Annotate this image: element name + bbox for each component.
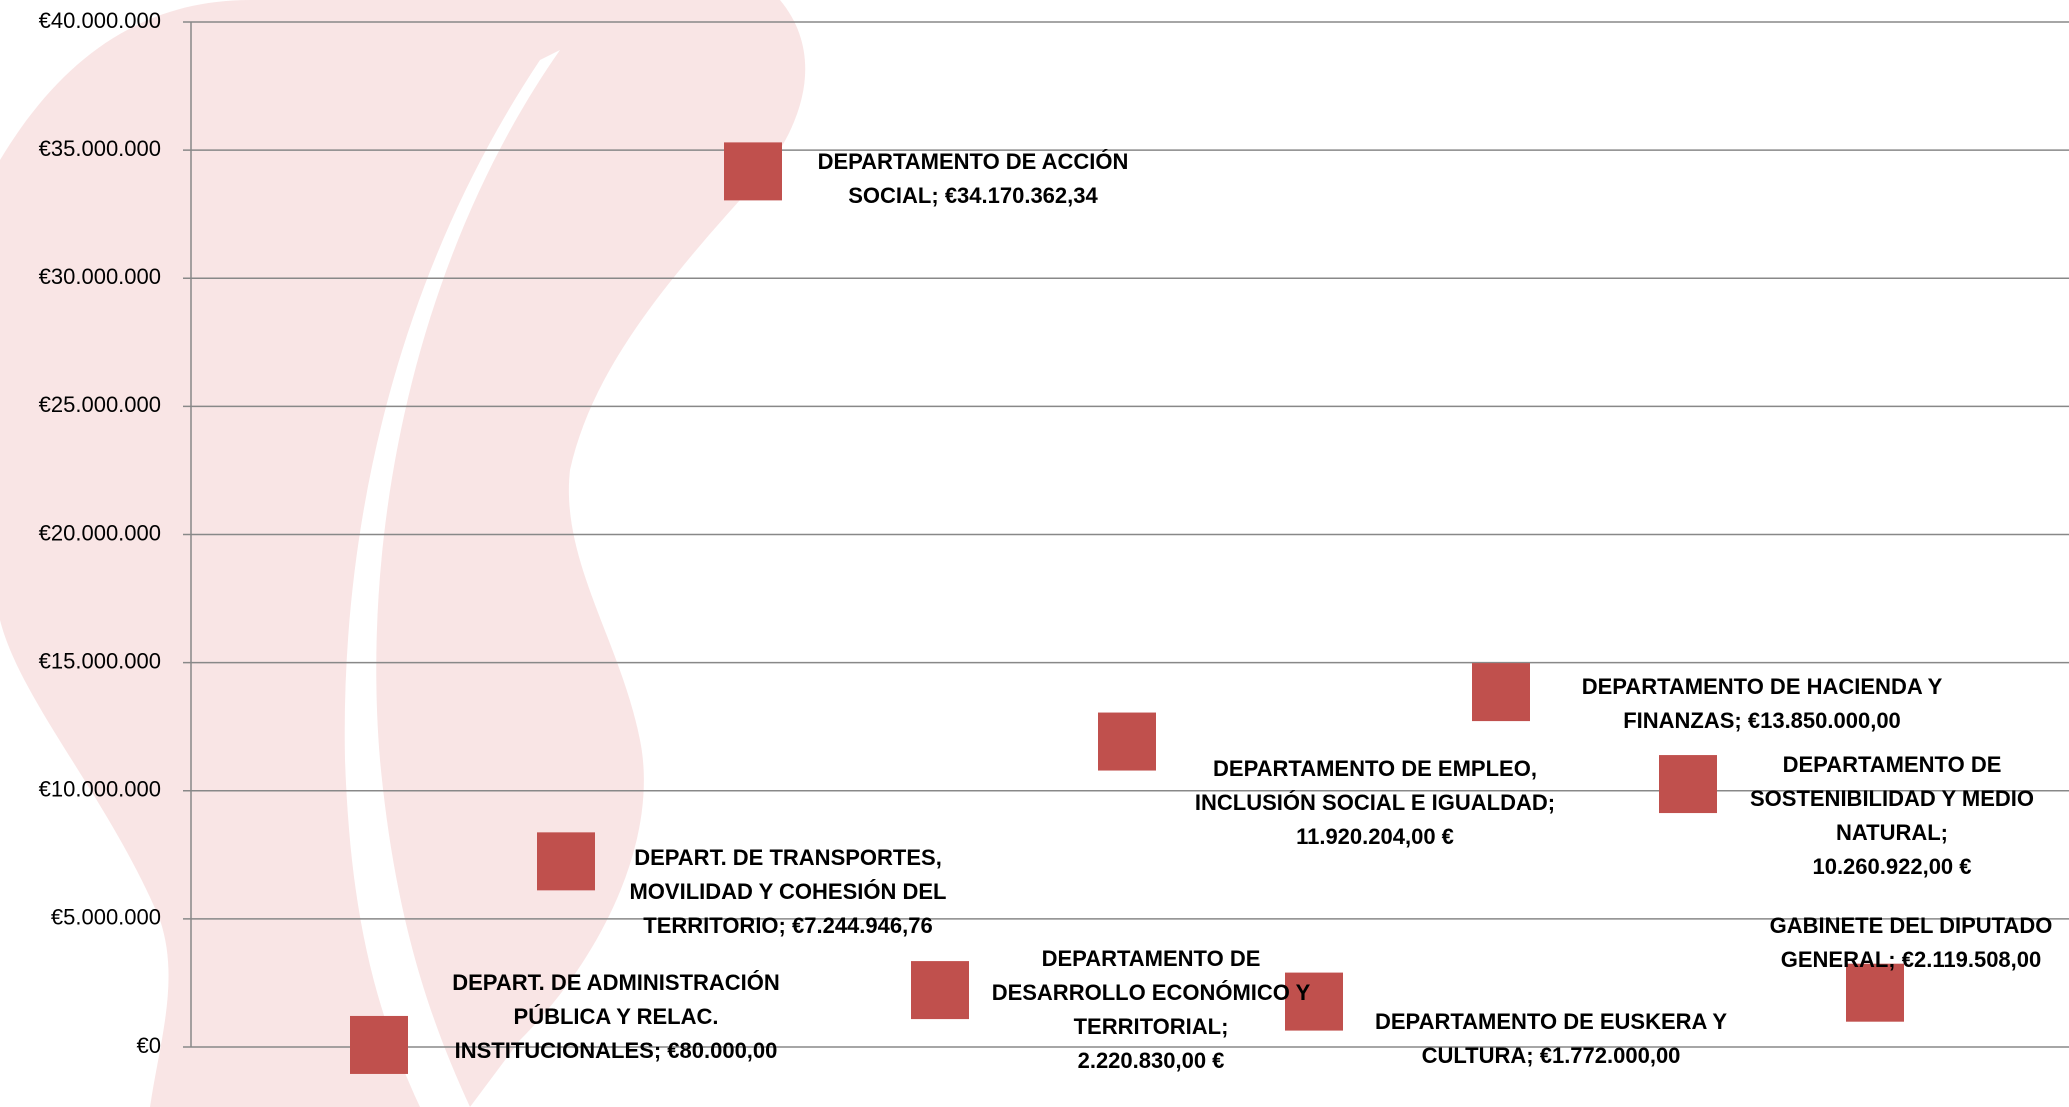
- y-tick-label: €25.000.000: [39, 392, 161, 417]
- category-label: DEPARTAMENTO DE SOSTENIBILIDAD Y MEDIO N…: [1750, 752, 2034, 845]
- value-label: 2.220.830,00 €: [971, 1044, 1331, 1078]
- y-tick-label: €20.000.000: [39, 520, 161, 545]
- data-label: DEPARTAMENTO DE DESARROLLO ECONÓMICO Y T…: [971, 942, 1331, 1078]
- y-tick-label: €5.000.000: [51, 905, 161, 930]
- data-label: DEPART. DE ADMINISTRACIÓN PÚBLICA Y RELA…: [416, 966, 816, 1068]
- y-tick-label: €0: [137, 1033, 161, 1058]
- value-label: 10.260.922,00 €: [1730, 850, 2055, 884]
- value-label: €7.244.946,76: [792, 913, 933, 938]
- marker: [1472, 663, 1530, 721]
- data-label: DEPART. DE TRANSPORTES, MOVILIDAD Y COHE…: [596, 841, 981, 943]
- marker: [724, 142, 782, 200]
- value-label: €1.772.000,00: [1540, 1043, 1681, 1068]
- value-label: €2.119.508,00: [1902, 947, 2041, 972]
- y-tick-label: €35.000.000: [39, 136, 161, 161]
- marker: [1659, 755, 1717, 813]
- marker: [537, 832, 595, 890]
- marker: [911, 961, 969, 1019]
- data-label: DEPARTAMENTO DE EUSKERA Y CULTURA; €1.77…: [1351, 1005, 1751, 1073]
- value-label: 11.920.204,00 €: [1170, 820, 1580, 854]
- data-label: DEPARTAMENTO DE ACCIÓN SOCIAL; €34.170.3…: [788, 145, 1158, 213]
- value-label: €34.170.362,34: [945, 183, 1098, 208]
- category-label: DEPARTAMENTO DE DESARROLLO ECONÓMICO Y T…: [992, 946, 1311, 1039]
- value-label: €80.000,00: [667, 1038, 777, 1063]
- page: €0 €5.000.000 €10.000.000 €15.000.000 €20.00…: [0, 0, 2069, 1107]
- value-label: €13.850.000,00: [1748, 708, 1901, 733]
- y-tick-label: €15.000.000: [39, 648, 161, 673]
- y-tick-label: €30.000.000: [39, 264, 161, 289]
- category-label: DEPARTAMENTO DE EMPLEO, INCLUSIÓN SOCIAL…: [1195, 756, 1555, 815]
- y-tick-label: €40.000.000: [39, 8, 161, 33]
- marker: [350, 1016, 408, 1074]
- data-label: GABINETE DEL DIPUTADO GENERAL; €2.119.50…: [1746, 909, 2069, 977]
- data-label: DEPARTAMENTO DE SOSTENIBILIDAD Y MEDIO N…: [1730, 748, 2055, 884]
- marker: [1098, 713, 1156, 771]
- data-label: DEPARTAMENTO DE HACIENDA Y FINANZAS; €13…: [1557, 670, 1967, 738]
- y-tick-label: €10.000.000: [39, 777, 161, 802]
- data-label: DEPARTAMENTO DE EMPLEO, INCLUSIÓN SOCIAL…: [1170, 752, 1580, 854]
